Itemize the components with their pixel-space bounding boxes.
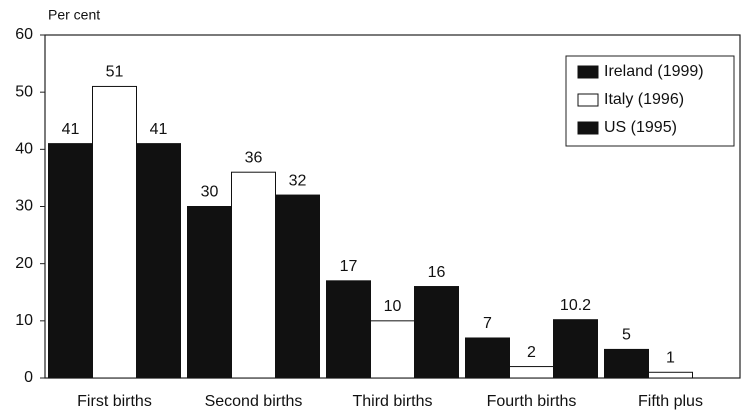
x-tick-label: Second births bbox=[205, 393, 303, 410]
x-tick-label: First births bbox=[77, 393, 152, 410]
x-tick-label: Third births bbox=[352, 393, 432, 410]
value-label: 10 bbox=[384, 298, 402, 315]
value-label: 36 bbox=[245, 149, 263, 166]
value-label: 32 bbox=[289, 172, 307, 189]
bar bbox=[326, 280, 371, 379]
y-tick-label: 40 bbox=[15, 141, 33, 158]
x-tick-label: Fourth births bbox=[487, 393, 577, 410]
bar bbox=[136, 143, 181, 379]
legend-swatch bbox=[577, 93, 599, 107]
value-label: 2 bbox=[527, 344, 536, 361]
value-label: 17 bbox=[340, 258, 358, 275]
y-axis-label: Per cent bbox=[48, 7, 100, 23]
bar bbox=[48, 143, 93, 379]
legend-label: Ireland (1999) bbox=[604, 63, 704, 80]
x-tick-label: Fifth plus bbox=[638, 393, 703, 410]
y-tick-label: 20 bbox=[15, 255, 33, 272]
legend-swatch bbox=[577, 121, 599, 135]
bar bbox=[414, 286, 459, 379]
value-label: 7 bbox=[483, 315, 492, 332]
value-label: 1 bbox=[666, 350, 675, 367]
value-label: 51 bbox=[106, 64, 124, 81]
value-label: 41 bbox=[150, 121, 168, 138]
bar bbox=[231, 171, 276, 379]
value-label: 10.2 bbox=[560, 297, 591, 314]
value-label: 30 bbox=[201, 184, 219, 201]
y-tick-label: 0 bbox=[24, 369, 33, 386]
legend-label: US (1995) bbox=[604, 119, 677, 136]
bar bbox=[465, 337, 510, 379]
y-tick-label: 60 bbox=[15, 26, 33, 43]
value-label: 5 bbox=[622, 327, 631, 344]
bar bbox=[648, 371, 693, 379]
y-tick-label: 30 bbox=[15, 198, 33, 215]
bar bbox=[92, 85, 137, 379]
y-tick-label: 50 bbox=[15, 83, 33, 100]
legend-swatch bbox=[577, 65, 599, 79]
bar bbox=[604, 348, 649, 379]
bar bbox=[509, 366, 554, 379]
bar bbox=[370, 320, 415, 379]
y-tick-label: 10 bbox=[15, 312, 33, 329]
bar bbox=[553, 319, 598, 379]
legend-label: Italy (1996) bbox=[604, 91, 684, 108]
bar bbox=[275, 194, 320, 379]
value-label: 16 bbox=[428, 264, 446, 281]
value-label: 41 bbox=[62, 121, 80, 138]
bar bbox=[187, 206, 232, 379]
